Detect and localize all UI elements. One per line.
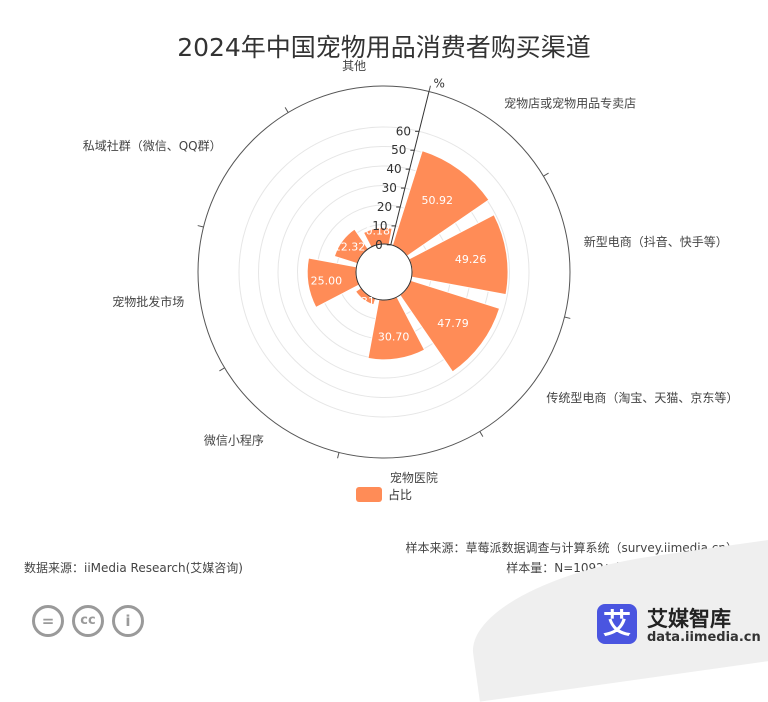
brand-name: 艾媒智库 bbox=[647, 607, 731, 631]
brand-url: data.iimedia.cn bbox=[647, 630, 761, 645]
value-label: 0.18 bbox=[366, 225, 391, 238]
value-label: 25.00 bbox=[311, 275, 343, 288]
cc-icon: cc bbox=[72, 605, 104, 637]
angular-tick bbox=[479, 431, 484, 437]
radial-axis bbox=[390, 91, 430, 245]
category-label: 微信小程序 bbox=[204, 432, 264, 447]
radial-tick-label: 50 bbox=[391, 143, 406, 157]
brand-logo-icon: 艾 bbox=[597, 604, 637, 644]
value-label: 47.79 bbox=[437, 317, 469, 330]
category-label: 私域社群（微信、QQ群） bbox=[83, 138, 222, 153]
category-label: 传统型电商（淘宝、天猫、京东等） bbox=[546, 390, 738, 405]
radial-tick-label: 60 bbox=[396, 124, 411, 138]
radial-tick-label: 10 bbox=[372, 219, 387, 233]
chart-title: 2024年中国宠物用品消费者购买渠道 bbox=[177, 33, 591, 62]
angular-tick bbox=[219, 367, 225, 372]
category-label: 宠物医院 bbox=[390, 470, 438, 485]
polar-outer-ring bbox=[197, 85, 571, 459]
radial-tick-label: 0 bbox=[375, 238, 383, 252]
legend-swatch[interactable] bbox=[356, 487, 382, 502]
radial-unit-label: % bbox=[433, 77, 444, 91]
category-label: 宠物批发市场 bbox=[112, 294, 184, 309]
value-label: 30.70 bbox=[378, 330, 410, 343]
polar-bar-chart: 50.92 49.26 47.79 30.70 3.31 25.00 12.320.180 1… bbox=[83, 59, 739, 485]
category-label: 宠物店或宠物用品专卖店 bbox=[504, 96, 636, 111]
value-label: 49.26 bbox=[455, 253, 487, 266]
polar-inner-hole bbox=[355, 243, 413, 301]
angular-tick bbox=[197, 225, 204, 228]
radial-tick-label: 40 bbox=[386, 162, 401, 176]
radial-tick-label: 30 bbox=[382, 181, 397, 195]
angular-tick bbox=[337, 452, 340, 459]
grid-circle bbox=[258, 146, 510, 398]
value-label: 12.32 bbox=[334, 240, 366, 253]
value-label: 3.31 bbox=[350, 295, 375, 308]
angular-tick bbox=[428, 85, 431, 92]
legend-label: 占比 bbox=[388, 488, 413, 502]
value-label: 50.92 bbox=[422, 194, 454, 207]
angular-tick bbox=[543, 172, 549, 177]
equal-icon: = bbox=[32, 605, 64, 637]
data-source: 数据来源：iiMedia Research(艾媒咨询) bbox=[24, 561, 243, 575]
category-label: 其他 bbox=[342, 59, 366, 73]
person-icon: i bbox=[112, 605, 144, 637]
angular-tick bbox=[564, 316, 571, 319]
sample-source: 样本来源：草莓派数据调查与计算系统（survey.iimedia.cn） bbox=[405, 541, 738, 555]
angular-tick bbox=[284, 107, 289, 113]
radial-tick-label: 20 bbox=[377, 200, 392, 214]
category-label: 新型电商（抖音、快手等） bbox=[584, 234, 728, 249]
grid-circle bbox=[238, 126, 530, 418]
